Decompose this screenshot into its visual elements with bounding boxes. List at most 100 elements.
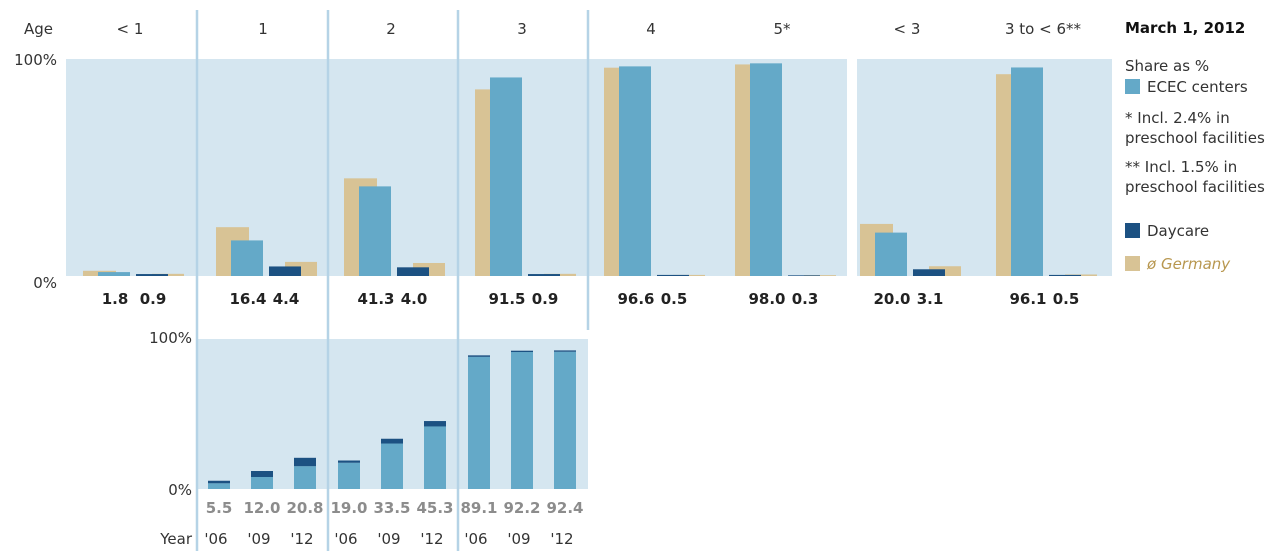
hist-daycare-bar-age1-2	[251, 471, 273, 477]
daycare-value-7: 3.1	[917, 290, 944, 308]
germany-swatch	[1125, 256, 1140, 271]
hist-total-age2-2: 33.5	[373, 499, 410, 517]
age-label-2: 1	[258, 20, 268, 38]
daycare-value-5: 0.5	[661, 290, 688, 308]
hist-year-age3-2: '09	[507, 530, 530, 548]
hist-total-age3-2: 92.2	[503, 499, 540, 517]
ecec-value-5: 96.6	[617, 290, 654, 308]
bottom-x-axis-label: Year	[159, 530, 193, 548]
hist-daycare-bar-age3-2	[511, 350, 533, 353]
hist-ecec-bar-age1-2	[251, 477, 273, 489]
footnote-5-line1: * Incl. 2.4% in	[1125, 109, 1230, 127]
footnote-3-6: ** Incl. 1.5% in preschool facilities	[1125, 157, 1265, 197]
legend-germany-label: ø Germany	[1147, 255, 1231, 273]
top-x-axis-label: Age	[24, 20, 53, 38]
ecec-bar-7	[875, 232, 907, 276]
daycare-bar-7	[913, 269, 945, 276]
hist-year-age2-3: '12	[420, 530, 443, 548]
age-label-5: 4	[646, 20, 656, 38]
daycare-value-2: 4.4	[273, 290, 300, 308]
daycare-bar-5	[657, 274, 689, 276]
ecec-value-1: 1.8	[102, 290, 129, 308]
ecec-value-8: 96.1	[1009, 290, 1046, 308]
chart-date: March 1, 2012	[1125, 19, 1246, 37]
hist-ecec-bar-age3-1	[468, 356, 490, 489]
ecec-swatch	[1125, 79, 1140, 94]
age-label-4: 3	[517, 20, 527, 38]
footnote-5-line2: preschool facilities	[1125, 129, 1265, 147]
hist-total-age3-1: 89.1	[460, 499, 497, 517]
hist-total-age1-3: 20.8	[286, 499, 323, 517]
ecec-bar-5	[619, 66, 651, 277]
daycare-bar-8	[1049, 274, 1081, 276]
ecec-value-3: 41.3	[357, 290, 394, 308]
daycare-bar-6	[788, 275, 820, 276]
top-y-tick-100: 100%	[14, 51, 57, 69]
hist-ecec-bar-age1-3	[294, 466, 316, 489]
hist-ecec-bar-age2-3	[424, 426, 446, 489]
footnote-3-6-line2: preschool facilities	[1125, 178, 1265, 196]
daycare-bar-2	[269, 266, 301, 276]
age-label-6: 5*	[773, 20, 791, 38]
legend-ecec-label: ECEC centers	[1147, 78, 1248, 96]
hist-daycare-bar-age1-3	[294, 457, 316, 467]
ecec-value-4: 91.5	[488, 290, 525, 308]
hist-ecec-bar-age2-1	[338, 462, 360, 489]
hist-year-age1-2: '09	[247, 530, 270, 548]
daycare-bar-3	[397, 267, 429, 276]
top-y-tick-0: 0%	[33, 274, 57, 292]
daycare-value-6: 0.3	[792, 290, 819, 308]
ecec-value-6: 98.0	[748, 290, 785, 308]
bottom-y-tick-100: 100%	[149, 329, 192, 347]
legend-share-label: Share as %	[1125, 57, 1210, 75]
ecec-bar-4	[490, 77, 522, 276]
daycare-value-3: 4.0	[401, 290, 428, 308]
daycare-swatch	[1125, 223, 1140, 238]
hist-total-age2-3: 45.3	[416, 499, 453, 517]
hist-total-age1-2: 12.0	[243, 499, 280, 517]
hist-daycare-bar-age3-1	[468, 355, 490, 357]
hist-year-age3-3: '12	[550, 530, 573, 548]
hist-total-age3-3: 92.4	[546, 499, 583, 517]
ecec-bar-2	[231, 240, 263, 276]
age-label-3: 2	[386, 20, 396, 38]
ecec-value-7: 20.0	[873, 290, 910, 308]
hist-year-age2-1: '06	[334, 530, 357, 548]
hist-daycare-bar-age2-2	[381, 438, 403, 444]
daycare-value-1: 0.9	[140, 290, 167, 308]
hist-year-age1-3: '12	[290, 530, 313, 548]
age-label-1: < 1	[117, 20, 144, 38]
daycare-value-4: 0.9	[532, 290, 559, 308]
footnote-5: * Incl. 2.4% in preschool facilities	[1125, 108, 1265, 148]
ecec-bar-3	[359, 186, 391, 276]
daycare-value-8: 0.5	[1053, 290, 1080, 308]
footnote-3-6-line1: ** Incl. 1.5% in	[1125, 158, 1238, 176]
ecec-bar-1	[98, 272, 130, 276]
legend-daycare: Daycare	[1125, 222, 1209, 240]
hist-ecec-bar-age1-1	[208, 483, 230, 489]
legend-germany: ø Germany	[1125, 255, 1230, 273]
hist-year-age1-1: '06	[204, 530, 227, 548]
hist-ecec-bar-age3-2	[511, 352, 533, 489]
legend-ecec: ECEC centers	[1125, 78, 1248, 96]
bottom-y-tick-0: 0%	[168, 481, 192, 499]
top-panel-1	[66, 59, 847, 276]
ecec-value-2: 16.4	[229, 290, 266, 308]
legend-daycare-label: Daycare	[1147, 222, 1210, 240]
hist-daycare-bar-age2-3	[424, 421, 446, 427]
age-label-7: < 3	[894, 20, 921, 38]
hist-total-age2-1: 19.0	[330, 499, 367, 517]
daycare-bar-1	[136, 274, 168, 276]
hist-ecec-bar-age2-2	[381, 443, 403, 489]
ecec-bar-8	[1011, 67, 1043, 276]
hist-daycare-bar-age3-3	[554, 350, 576, 352]
hist-year-age3-1: '06	[464, 530, 487, 548]
hist-total-age1-1: 5.5	[206, 499, 233, 517]
age-label-8: 3 to < 6**	[1005, 20, 1082, 38]
daycare-bar-4	[528, 274, 560, 276]
hist-ecec-bar-age3-3	[554, 351, 576, 489]
hist-daycare-bar-age2-1	[338, 460, 360, 463]
hist-year-age2-2: '09	[377, 530, 400, 548]
hist-daycare-bar-age1-1	[208, 480, 230, 484]
